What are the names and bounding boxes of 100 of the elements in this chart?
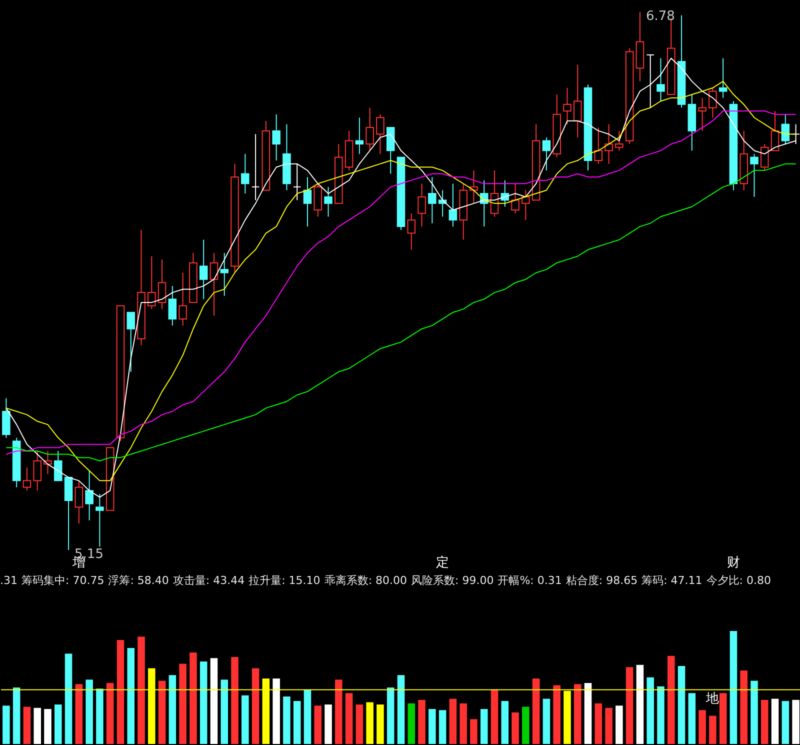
bar	[231, 656, 238, 744]
bar	[501, 701, 509, 744]
bar	[740, 670, 748, 744]
text: 拉升量: 15.10	[248, 574, 320, 587]
candlestick	[324, 186, 332, 218]
bar	[750, 680, 758, 744]
x-tick-label: 地	[705, 692, 720, 706]
text: .31	[0, 574, 18, 587]
text: 浮筹: 58.40	[108, 574, 169, 587]
text: 开幅%: 0.31	[498, 574, 562, 587]
candlestick	[168, 285, 177, 326]
candlestick	[656, 58, 665, 102]
annotation: 6.78	[646, 9, 675, 24]
bar	[490, 690, 498, 744]
candlestick	[148, 256, 156, 310]
candlestick	[376, 114, 384, 154]
bar	[34, 708, 41, 744]
candlestick	[604, 124, 613, 164]
bar	[553, 685, 560, 744]
bar	[584, 682, 592, 744]
bar	[470, 719, 478, 744]
bar	[408, 703, 416, 744]
candlestick	[126, 312, 136, 372]
candlestick	[272, 114, 280, 162]
candlestick	[522, 190, 530, 220]
bar	[626, 667, 634, 744]
candlestick	[251, 134, 260, 201]
bar	[272, 678, 280, 744]
candlestick	[407, 212, 416, 250]
bar	[657, 686, 664, 744]
candlestick	[781, 114, 790, 145]
text: 今夕比: 0.80	[706, 574, 771, 587]
bar	[574, 684, 582, 744]
candlestick	[158, 259, 166, 310]
bar	[782, 701, 790, 744]
bar	[86, 680, 93, 744]
candlestick	[241, 153, 250, 194]
bar	[719, 693, 727, 744]
bar	[386, 688, 394, 744]
bar	[12, 688, 20, 744]
bar	[252, 668, 260, 744]
bar	[397, 675, 405, 744]
bar	[688, 693, 696, 744]
bar	[158, 680, 166, 744]
x-tick-label: 定	[436, 556, 450, 570]
bar	[428, 708, 436, 744]
bar	[678, 666, 686, 744]
bar	[449, 698, 457, 744]
bar	[512, 712, 519, 744]
candlestick	[74, 480, 84, 524]
bar	[64, 654, 72, 744]
bar	[771, 698, 779, 744]
bar	[179, 664, 186, 744]
candlestick	[428, 176, 436, 224]
bar	[242, 695, 249, 744]
candlestick	[448, 183, 458, 228]
bar	[75, 684, 83, 744]
bar	[304, 690, 312, 744]
bar	[616, 706, 623, 744]
bar	[366, 702, 374, 744]
bar	[418, 700, 426, 744]
candlestick	[292, 163, 302, 201]
candlestick	[366, 107, 374, 152]
bar	[96, 688, 104, 744]
candlestick	[563, 87, 572, 125]
candlestick	[615, 130, 624, 152]
bar	[345, 693, 353, 744]
bar	[283, 696, 290, 744]
bar	[438, 710, 446, 744]
bar	[730, 631, 738, 744]
candlestick	[718, 58, 728, 98]
bar	[376, 704, 384, 744]
candlestick	[96, 493, 104, 548]
candlestick	[355, 117, 364, 154]
candlestick	[542, 136, 551, 171]
bar	[2, 706, 10, 744]
candlestick	[760, 144, 769, 171]
text: 粘合度: 98.65	[566, 574, 638, 587]
candlestick	[54, 450, 62, 482]
bar	[335, 680, 342, 744]
text: 筹码: 47.11	[642, 574, 702, 587]
bar	[116, 640, 124, 744]
candlestick	[220, 252, 229, 296]
candlestick	[210, 252, 218, 316]
bar	[54, 704, 62, 744]
bar	[314, 706, 322, 744]
candlestick	[199, 239, 208, 300]
candlestick	[64, 476, 73, 550]
x-tick-label: 财	[726, 556, 740, 570]
candlestick	[573, 64, 582, 138]
text: 攻击量: 43.44	[172, 574, 245, 587]
bar	[356, 704, 364, 744]
bar	[324, 704, 332, 744]
candlestick	[33, 450, 42, 492]
bar	[106, 682, 114, 744]
bar	[532, 678, 540, 744]
text: 乖离系数: 80.00	[324, 574, 408, 587]
candlestick	[418, 183, 426, 228]
candlestick	[594, 127, 603, 164]
text: 风险系数: 99.00	[411, 574, 494, 587]
